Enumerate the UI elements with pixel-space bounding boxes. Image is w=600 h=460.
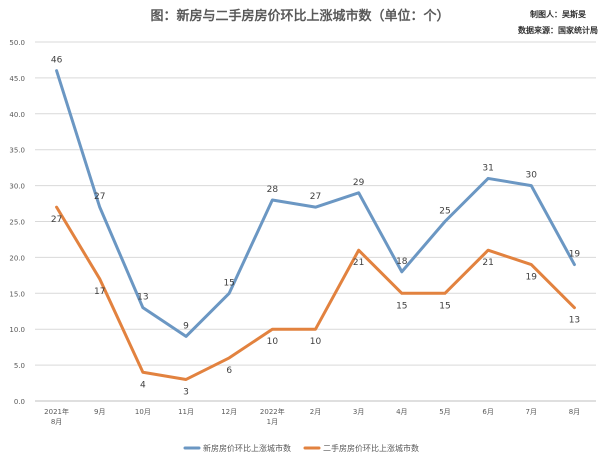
data-label: 15 <box>396 301 407 311</box>
legend-label-1: 新房房价环比上涨城市数 <box>203 443 291 453</box>
data-label: 30 <box>526 171 538 181</box>
data-label: 17 <box>94 287 105 297</box>
x-tick-label: 9月 <box>94 408 105 416</box>
x-axis: 2021年 8月 9月 10月 11月 12月 2022年 1月 2月 3月 4月 5月 6月 7月 8月 <box>44 407 580 426</box>
data-label: 31 <box>482 163 493 173</box>
data-label: 19 <box>569 250 581 260</box>
x-tick-label: 3月 <box>353 408 364 416</box>
x-tick-label: 2022年 1月 <box>260 407 285 426</box>
series-line-2 <box>55 205 576 381</box>
data-label: 3 <box>183 387 189 397</box>
legend: 新房房价环比上涨城市数 二手房房价环比上涨城市数 <box>183 443 419 453</box>
x-tick-label: 4月 <box>396 408 407 416</box>
data-labels: 46 27 13 9 15 28 27 29 18 25 31 30 19 27 17 4 3 6 10 10 21 15… <box>51 56 581 398</box>
x-tick-label: 2021年 8月 <box>44 407 69 426</box>
data-label: 9 <box>183 321 189 331</box>
data-label: 15 <box>439 301 450 311</box>
data-label: 28 <box>267 185 279 195</box>
gridlines <box>35 41 596 402</box>
x-tick-label: 5月 <box>439 408 450 416</box>
chart-title: 图：新房与二手房房价环比上涨城市数（单位：个） <box>150 8 449 24</box>
data-label: 18 <box>396 257 408 267</box>
x-tick-label: 8月 <box>569 408 580 416</box>
series-line-1 <box>55 69 576 338</box>
data-label: 27 <box>51 215 62 225</box>
data-label: 25 <box>439 207 450 217</box>
data-label: 6 <box>226 366 232 376</box>
y-tick-label: 45.0 <box>9 75 25 83</box>
y-tick-label: 50.0 <box>9 39 25 47</box>
data-label: 10 <box>310 337 322 347</box>
data-label: 4 <box>140 380 146 390</box>
data-label: 21 <box>482 258 493 268</box>
data-label: 13 <box>137 293 148 303</box>
data-label: 10 <box>267 337 279 347</box>
y-tick-label: 10.0 <box>9 326 25 334</box>
x-tick-label: 10月 <box>135 408 151 416</box>
y-tick-label: 20.0 <box>9 254 25 262</box>
y-tick-label: 0.0 <box>14 398 25 406</box>
series-group <box>55 69 576 381</box>
x-tick-label: 6月 <box>482 408 493 416</box>
x-tick-label: 7月 <box>526 408 537 416</box>
x-tick-label: 2月 <box>310 408 321 416</box>
data-label: 21 <box>353 258 364 268</box>
y-axis: 0.0 5.0 10.0 15.0 20.0 25.0 30.0 35.0 40.0 45.0 50… <box>9 39 25 406</box>
legend-label-2: 二手房房价环比上涨城市数 <box>323 443 419 453</box>
data-label: 19 <box>526 273 538 283</box>
x-tick-label: 12月 <box>221 408 237 416</box>
y-tick-label: 25.0 <box>9 219 25 227</box>
chart-credit-note: 制图人：吴斯旻 <box>530 9 586 19</box>
data-label: 15 <box>223 278 234 288</box>
data-label: 27 <box>310 192 321 202</box>
data-label: 29 <box>353 178 365 188</box>
chart-source-note: 数据来源：国家统计局 <box>518 25 598 35</box>
data-label: 46 <box>51 56 63 66</box>
y-tick-label: 35.0 <box>9 147 25 155</box>
y-tick-label: 15.0 <box>9 290 25 298</box>
data-label: 27 <box>94 192 105 202</box>
x-tick-label: 11月 <box>178 408 194 416</box>
y-tick-label: 5.0 <box>14 362 25 370</box>
data-label: 13 <box>569 316 580 326</box>
y-tick-label: 30.0 <box>9 183 25 191</box>
y-tick-label: 40.0 <box>9 111 25 119</box>
